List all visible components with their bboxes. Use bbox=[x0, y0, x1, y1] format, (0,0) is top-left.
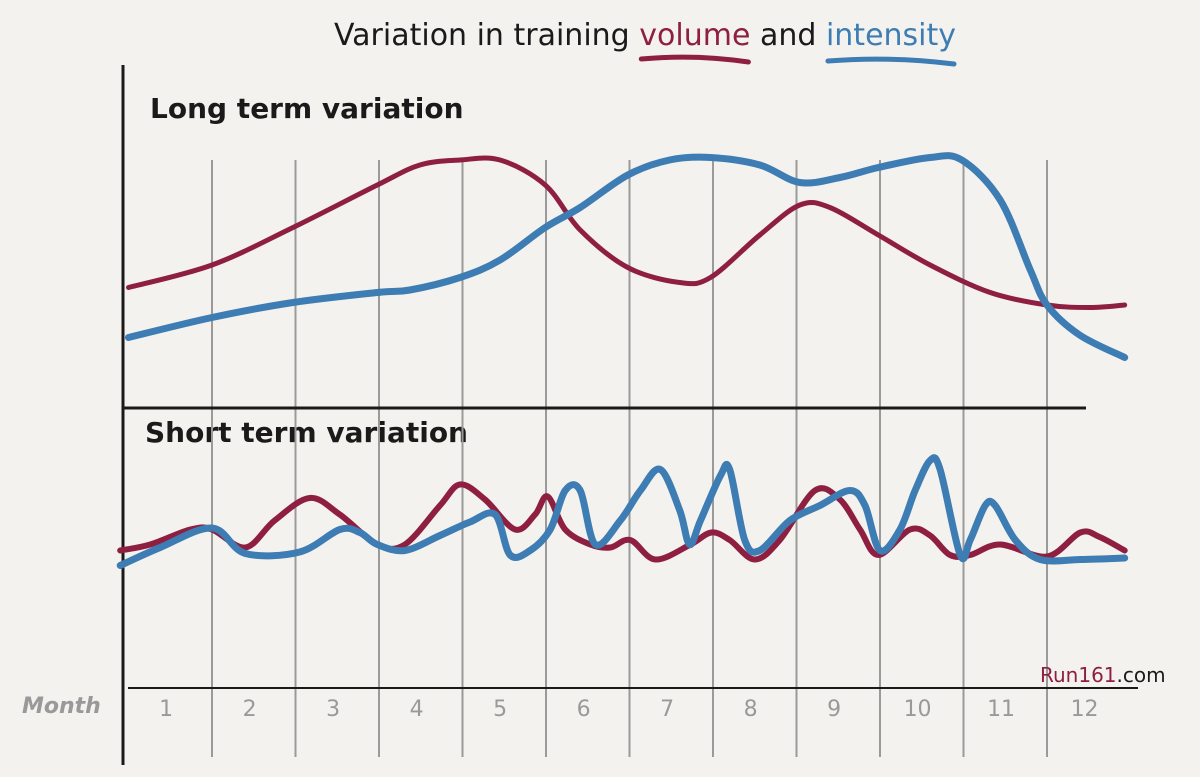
title-volume: volume bbox=[639, 18, 750, 53]
long-term-volume-line bbox=[126, 155, 1128, 310]
title-and: and bbox=[760, 18, 816, 53]
month-tick-6: 6 bbox=[577, 697, 591, 722]
month-tick-7: 7 bbox=[660, 697, 674, 722]
series-layer bbox=[116, 152, 1129, 569]
x-axis-label: Month bbox=[22, 694, 101, 719]
month-tick-11: 11 bbox=[987, 697, 1015, 722]
month-tick-2: 2 bbox=[243, 697, 257, 722]
watermark: Run161.com bbox=[1040, 663, 1166, 687]
title-intensity: intensity bbox=[826, 18, 956, 53]
short-term-label: Short term variation bbox=[145, 416, 468, 449]
watermark-brand: Run161 bbox=[1040, 663, 1117, 687]
month-tick-8: 8 bbox=[744, 697, 758, 722]
short-term-intensity-line bbox=[116, 454, 1129, 569]
month-tick-1: 1 bbox=[159, 697, 173, 722]
month-gridlines bbox=[211, 160, 1048, 757]
month-tick-5: 5 bbox=[493, 697, 507, 722]
title-text: Variation in training volume and intensi… bbox=[334, 18, 956, 53]
chart-title: Variation in training volume and intensi… bbox=[334, 18, 957, 67]
watermark-suffix: .com bbox=[1117, 663, 1166, 687]
month-tick-9: 9 bbox=[827, 697, 841, 722]
title-prefix: Variation in training bbox=[334, 18, 630, 53]
long-term-label: Long term variation bbox=[150, 92, 464, 125]
month-tick-10: 10 bbox=[904, 697, 932, 722]
intensity-underline bbox=[825, 56, 957, 67]
month-tick-3: 3 bbox=[326, 697, 340, 722]
month-tick-labels: 1 2 3 4 5 6 7 8 9 10 11 12 bbox=[159, 697, 1098, 722]
long-term-intensity-line bbox=[125, 152, 1129, 361]
volume-underline bbox=[638, 54, 751, 65]
month-tick-4: 4 bbox=[410, 697, 424, 722]
short-term-volume-line bbox=[117, 481, 1128, 563]
month-tick-12: 12 bbox=[1071, 697, 1099, 722]
